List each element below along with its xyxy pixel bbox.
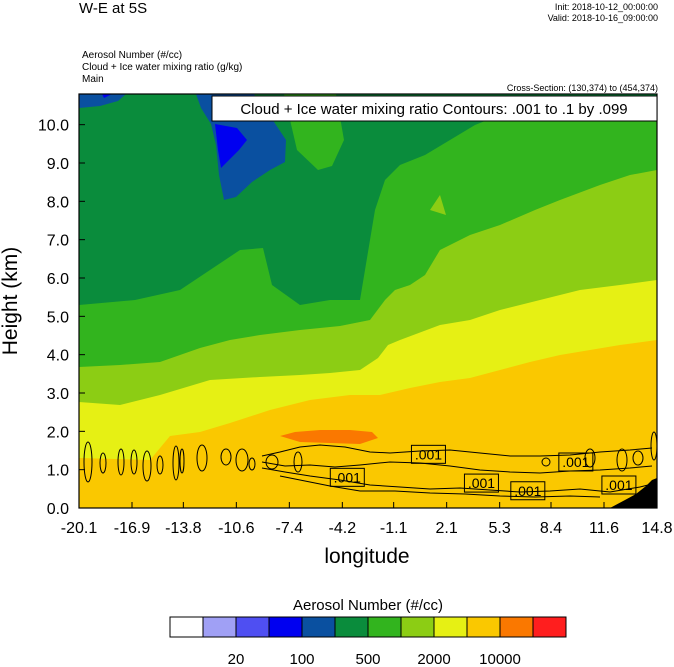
y-tick-label: 2.0 <box>47 424 69 441</box>
field-label-main: Main <box>82 74 104 85</box>
colorbar-swatch <box>202 616 237 638</box>
contour-label: .001 <box>514 483 541 499</box>
contour-label: .001 <box>562 454 589 470</box>
aerosol-band-orange <box>79 340 657 508</box>
contour-label-box <box>558 452 594 472</box>
contour-label: .001 <box>334 469 361 485</box>
axis-ticks: -20.1 -16.9 -13.8 -10.6 -7.4 -4.2 -1.1 2.1 5.3 8.… <box>38 118 673 537</box>
colorbar-swatch <box>367 616 402 638</box>
x-tick-label: -1.1 <box>380 520 408 537</box>
colorbar-swatch <box>466 616 501 638</box>
colorbar-label: 2000 <box>417 651 450 667</box>
x-tick-label: 2.1 <box>436 520 458 537</box>
x-tick-label: -10.6 <box>218 520 255 537</box>
cloud-cell <box>130 449 138 475</box>
contour-label-box <box>329 467 365 487</box>
field-label-aerosol: Aerosol Number (#/cc) <box>82 50 183 61</box>
init-time: Init: 2018-10-12_00:00:00 <box>554 2 658 12</box>
cloud-cell <box>156 455 164 475</box>
x-tick-label: 8.4 <box>540 520 562 537</box>
colorbar-swatch <box>169 616 204 638</box>
x-tick-label: 11.6 <box>589 520 619 537</box>
cloud-cell <box>632 450 644 466</box>
y-tick-label: 3.0 <box>47 386 69 403</box>
x-tick-label: -13.8 <box>165 520 202 537</box>
y-tick-label: 1.0 <box>47 463 69 480</box>
contour-label: .001 <box>605 477 632 493</box>
cloud-cell <box>265 454 279 470</box>
y-tick-label: 5.0 <box>47 309 69 326</box>
y-axis-title: Height (km) <box>0 247 22 356</box>
colorbar-swatch <box>499 616 534 638</box>
contour-label-box <box>410 444 446 464</box>
plot-title: W-E at 5S <box>79 0 148 17</box>
x-tick-label: -20.1 <box>61 520 98 537</box>
colorbar-label: 100 <box>289 651 314 667</box>
cloud-cell <box>293 451 303 473</box>
cross-section-label: Cross-Section: (130,374) to (454,374) <box>506 83 658 93</box>
contour-labels: .001 .001 .001 .001 .001 .001 <box>329 444 637 501</box>
contour-label-box <box>510 481 546 501</box>
cloud-cell <box>83 441 93 483</box>
x-tick-label: -4.2 <box>329 520 357 537</box>
y-tick-label: 6.0 <box>47 271 69 288</box>
cloud-cell <box>541 457 551 467</box>
cloud-cell <box>99 452 107 474</box>
valid-time: Valid: 2018-10-16_09:00:00 <box>547 13 658 23</box>
y-tick-label: 4.0 <box>47 348 69 365</box>
cloud-contours <box>83 431 658 498</box>
y-tick-label: 10.0 <box>38 118 69 135</box>
colorbar-swatch <box>400 616 435 638</box>
cloud-contour-lower <box>261 467 653 493</box>
field-label-cloud: Cloud + Ice water mixing ratio (g/kg) <box>82 62 243 73</box>
aerosol-field <box>79 94 657 508</box>
colorbar-label: 10000 <box>479 651 521 667</box>
contour-label: .001 <box>415 446 442 462</box>
colorbar-title: Aerosol Number (#/cc) <box>293 597 443 614</box>
cloud-cell <box>196 444 208 472</box>
cloud-contour-base <box>279 475 601 498</box>
colorbar: 20 100 500 2000 10000 <box>169 616 567 667</box>
y-tick-label: 0.0 <box>47 501 69 518</box>
colorbar-swatch <box>268 616 303 638</box>
colorbar-swatch <box>532 616 567 638</box>
x-tick-label: -7.4 <box>276 520 304 537</box>
aerosol-band-red-orange <box>280 430 378 444</box>
cloud-cell <box>235 448 249 472</box>
cloud-cell <box>584 448 596 468</box>
colorbar-swatch <box>433 616 468 638</box>
y-tick-label: 7.0 <box>47 233 69 250</box>
aerosol-band-dark-overlay <box>610 478 657 508</box>
colorbar-swatch <box>235 616 270 638</box>
overlay-title-box <box>211 95 658 122</box>
cloud-cell <box>117 448 125 476</box>
colorbar-swatch <box>334 616 369 638</box>
y-tick-label: 9.0 <box>47 156 69 173</box>
cloud-contour-mid <box>261 461 653 474</box>
aerosol-band-blue <box>102 94 247 168</box>
contour-label-box <box>601 475 637 495</box>
cloud-cell <box>179 448 185 474</box>
x-tick-label: -16.9 <box>114 520 151 537</box>
contour-label: .001 <box>468 475 495 491</box>
x-tick-label: 14.8 <box>641 520 672 537</box>
plot-frame <box>78 93 658 509</box>
cloud-cell <box>172 445 180 481</box>
x-tick-label: 5.3 <box>489 520 511 537</box>
colorbar-label: 500 <box>355 651 380 667</box>
contour-label-box <box>463 473 499 493</box>
cloud-cell <box>616 448 628 472</box>
colorbar-label: 20 <box>228 651 245 667</box>
cloud-cell <box>248 457 256 471</box>
x-axis-title: longitude <box>324 545 409 568</box>
cloud-cell <box>220 448 232 466</box>
y-tick-label: 8.0 <box>47 194 69 211</box>
colorbar-swatch <box>301 616 336 638</box>
cloud-cell <box>142 450 152 482</box>
overlay-title: Cloud + Ice water mixing ratio Contours:… <box>240 101 627 118</box>
